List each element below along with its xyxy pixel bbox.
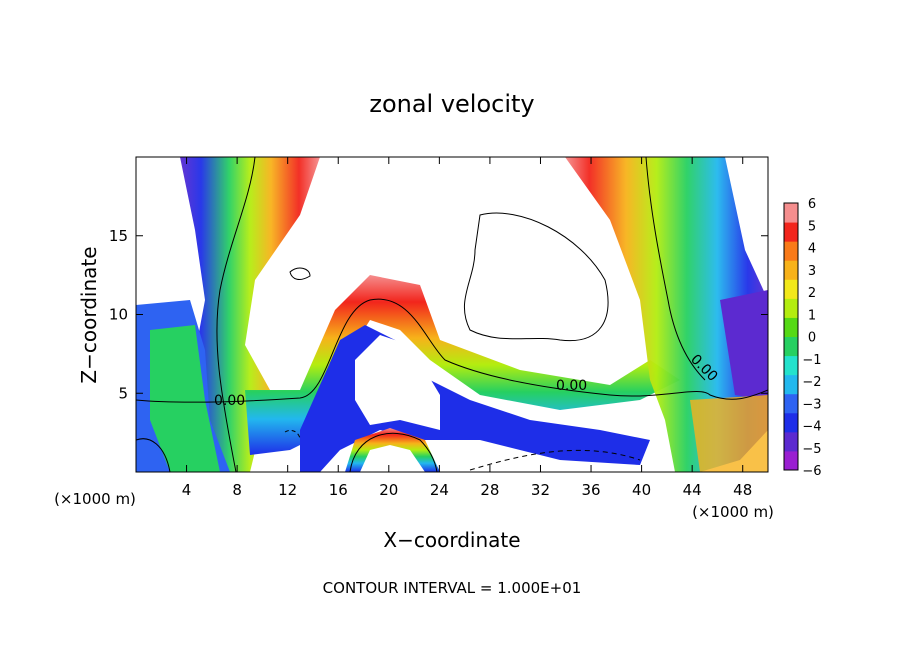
x-tick-label: 40 bbox=[632, 481, 651, 499]
colorbar-swatch bbox=[784, 241, 798, 261]
x-axis-title: X−coordinate bbox=[383, 528, 520, 552]
colorbar-label: −2 bbox=[802, 375, 821, 390]
x-unit-label-left: (×1000 m) bbox=[54, 490, 136, 508]
velocity-field bbox=[136, 157, 768, 472]
x-tick-label: 36 bbox=[581, 481, 600, 499]
colorbar-label: 3 bbox=[808, 264, 816, 279]
colorbar-swatch bbox=[784, 431, 798, 452]
x-tick-label: 12 bbox=[278, 481, 297, 499]
contour-interval-note: CONTOUR INTERVAL = 1.000E+01 bbox=[323, 579, 582, 597]
x-tick-label: 20 bbox=[379, 481, 398, 499]
colorbar-swatch bbox=[784, 260, 798, 280]
colorbar-label: 0 bbox=[808, 331, 816, 346]
colorbar-label: 5 bbox=[808, 219, 816, 234]
colorbar-label: −4 bbox=[802, 420, 821, 435]
x-tick-label: 8 bbox=[232, 481, 242, 499]
colorbar-swatch bbox=[784, 393, 798, 414]
contour-label: 0.00 bbox=[214, 393, 245, 409]
colorbar-label: −3 bbox=[802, 397, 821, 412]
chart-title: zonal velocity bbox=[369, 90, 534, 118]
x-tick-label: 16 bbox=[329, 481, 348, 499]
colorbar-label: 6 bbox=[808, 197, 816, 212]
contour-label: 0.00 bbox=[556, 378, 587, 394]
colorbar: 6 5 4 3 2 1 0 −1 −2 −3 −4 −5 −6 bbox=[783, 197, 822, 479]
colorbar-swatch bbox=[784, 450, 798, 471]
colorbar-swatch bbox=[784, 203, 798, 223]
colorbar-label: 4 bbox=[808, 242, 816, 257]
x-tick-label: 4 bbox=[182, 481, 192, 499]
x-axis: 4 8 12 16 20 24 28 32 36 40 44 48 bbox=[182, 157, 752, 499]
y-tick-label: 15 bbox=[109, 227, 128, 245]
x-tick-label: 32 bbox=[531, 481, 550, 499]
y-tick-label: 10 bbox=[109, 306, 128, 324]
x-tick-label: 28 bbox=[480, 481, 499, 499]
x-tick-label: 24 bbox=[430, 481, 449, 499]
colorbar-swatch bbox=[784, 279, 798, 299]
x-tick-label: 48 bbox=[733, 481, 752, 499]
colorbar-label: −6 bbox=[802, 464, 821, 479]
x-unit-label-right: (×1000 m) bbox=[692, 503, 774, 521]
colorbar-swatch bbox=[784, 336, 798, 357]
y-axis: 5 10 15 bbox=[109, 227, 768, 402]
contour-lines bbox=[136, 157, 768, 472]
y-tick-label: 5 bbox=[118, 384, 128, 402]
colorbar-swatch bbox=[784, 298, 798, 318]
colorbar-swatch bbox=[784, 222, 798, 242]
colorbar-label: −5 bbox=[802, 442, 821, 457]
colorbar-swatch bbox=[784, 355, 798, 376]
colorbar-swatch bbox=[784, 317, 798, 337]
colorbar-swatch bbox=[784, 374, 798, 395]
colorbar-frame bbox=[783, 202, 799, 471]
colorbar-label: −1 bbox=[802, 353, 821, 368]
colorbar-label: 2 bbox=[808, 286, 816, 301]
x-tick-label: 44 bbox=[683, 481, 702, 499]
colorbar-label: 1 bbox=[808, 308, 816, 323]
colorbar-swatch bbox=[784, 412, 798, 433]
y-axis-title: Z−coordinate bbox=[77, 246, 101, 383]
